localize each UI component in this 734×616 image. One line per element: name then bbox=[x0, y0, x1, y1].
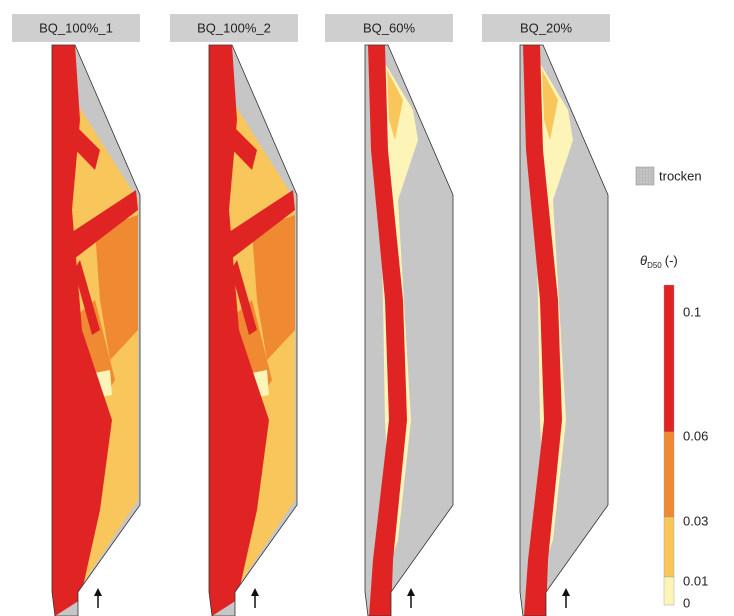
flow-zone bbox=[52, 45, 112, 616]
panel: BQ_100%_1 bbox=[12, 14, 141, 616]
domain-outline bbox=[51, 44, 141, 616]
scale-label: 0.1 bbox=[683, 304, 701, 319]
panel: BQ_100%_2 bbox=[170, 14, 298, 616]
scale-unit: (-) bbox=[665, 253, 678, 268]
flow-zone bbox=[66, 120, 100, 170]
flow-arrow-head bbox=[251, 588, 259, 596]
scale-segment bbox=[663, 576, 675, 606]
flow-field bbox=[368, 45, 418, 616]
legend: trocken θD50 (-) 0.1 0.06 0.03 0.01 0 bbox=[635, 166, 708, 610]
scale-title: θD50 (-) bbox=[640, 253, 678, 270]
flow-zone bbox=[223, 120, 257, 170]
flow-field bbox=[209, 45, 295, 616]
scale-segment bbox=[663, 431, 675, 518]
flow-arrow-head bbox=[94, 588, 102, 596]
flow-field bbox=[52, 45, 138, 616]
flow-field bbox=[523, 45, 573, 616]
panel-header bbox=[325, 14, 453, 42]
flow-zone bbox=[60, 190, 138, 262]
scale-label: 0.03 bbox=[683, 513, 708, 528]
panel-title: BQ_20% bbox=[520, 20, 572, 35]
panel: BQ_20% bbox=[482, 14, 610, 616]
flow-arrow-head bbox=[407, 588, 415, 596]
panel: BQ_60% bbox=[325, 14, 454, 616]
flow-zone bbox=[95, 215, 138, 360]
panel-header bbox=[482, 14, 610, 42]
flow-zone bbox=[542, 70, 558, 140]
flow-zone bbox=[231, 260, 257, 335]
scale-label: 0.06 bbox=[683, 428, 708, 443]
flow-zone bbox=[387, 70, 403, 140]
flow-zone bbox=[523, 45, 562, 616]
panels: BQ_100%_1 BQ_100%_2 BQ_60% BQ_20% bbox=[12, 14, 610, 616]
flow-zone bbox=[209, 45, 269, 616]
flow-arrow-head bbox=[562, 588, 570, 596]
domain-outline bbox=[208, 44, 298, 616]
flow-zone bbox=[217, 190, 295, 262]
panel-title: BQ_100%_1 bbox=[39, 20, 113, 35]
panel-title: BQ_100%_2 bbox=[197, 20, 271, 35]
color-scale: 0.1 0.06 0.03 0.01 0 bbox=[663, 284, 708, 610]
flow-zone bbox=[252, 215, 295, 360]
panel-header bbox=[170, 14, 298, 42]
scale-symbol: θ bbox=[640, 253, 647, 268]
domain-outline bbox=[519, 44, 609, 616]
scale-segment bbox=[663, 284, 675, 433]
flow-zone bbox=[74, 260, 100, 335]
panel-title: BQ_60% bbox=[363, 20, 415, 35]
flow-zone bbox=[368, 45, 407, 616]
scale-label: 0.01 bbox=[683, 573, 708, 588]
scale-subscript: D50 bbox=[647, 261, 662, 270]
dry-label: trocken bbox=[659, 168, 702, 183]
scale-label: 0 bbox=[683, 595, 690, 610]
dry-swatch bbox=[635, 166, 655, 186]
panel-header bbox=[12, 14, 140, 42]
scale-segment bbox=[663, 516, 675, 578]
domain-outline bbox=[364, 44, 454, 616]
